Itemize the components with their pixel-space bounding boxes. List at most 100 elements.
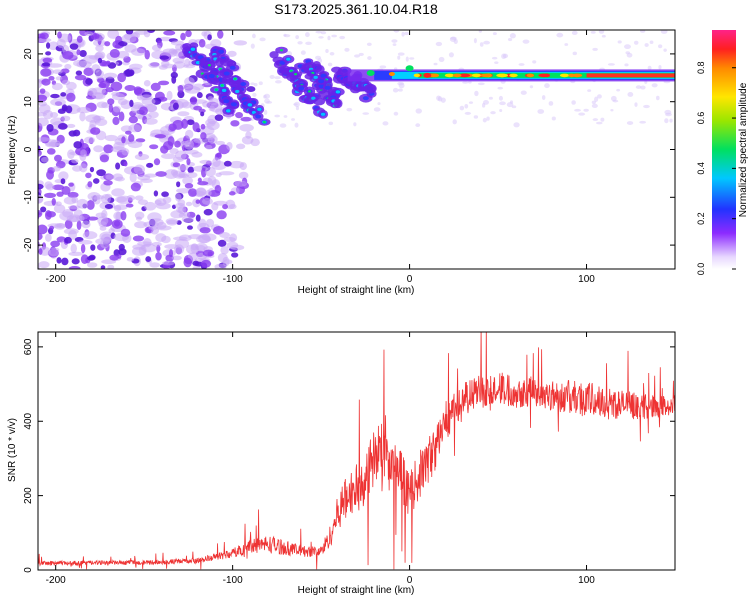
- spectrogram-cell: [205, 118, 216, 127]
- spectrogram-cell: [468, 101, 474, 104]
- spectrogram-cell: [318, 79, 325, 84]
- spectrogram-cell: [263, 94, 267, 99]
- spectrogram-cell: [187, 166, 195, 174]
- spectrogram-cell: [215, 140, 225, 146]
- line-hotspot: [559, 73, 570, 78]
- spectrogram-cell: [153, 190, 159, 197]
- spectrogram-cell: [49, 225, 55, 231]
- y-tick-label: -10: [23, 190, 34, 205]
- spectrogram-cell: [145, 256, 152, 263]
- spectrogram-y-ticks: -20 -10 0 10 20: [23, 48, 675, 252]
- spectrogram-cell: [117, 72, 127, 83]
- spectrogram-cell: [379, 65, 387, 69]
- spectrogram-cell: [391, 39, 398, 43]
- spectrogram-cell: [157, 80, 170, 86]
- spectrogram-cell: [76, 35, 83, 43]
- spectrogram-cell: [499, 101, 506, 106]
- spectrogram-cell: [112, 105, 122, 113]
- spectrogram-cell: [275, 80, 282, 84]
- spectrogram-cell: [141, 97, 156, 106]
- spectrogram-cell: [44, 192, 57, 198]
- spectrogram-cell: [149, 144, 159, 150]
- spectrogram-cell: [86, 262, 98, 268]
- spectrogram-cell: [117, 50, 130, 59]
- spectrogram-cell: [145, 104, 157, 113]
- spectrogram-cell: [52, 165, 61, 172]
- spectrogram-cell: [104, 41, 111, 47]
- spectrogram-cell: [71, 158, 79, 164]
- line-hotspot: [428, 73, 439, 78]
- spectrogram-cell: [53, 204, 66, 214]
- spectrogram-cell: [174, 244, 185, 255]
- spectrogram-cell: [60, 178, 66, 185]
- spectrogram-cell: [94, 52, 104, 61]
- spectrogram-cell: [640, 85, 646, 90]
- spectrogram-cell: [208, 74, 215, 79]
- spectrogram-cell: [181, 216, 194, 223]
- spectrogram-cell: [129, 172, 137, 183]
- spectrogram-cell: [38, 137, 51, 142]
- spectrogram-cell: [262, 120, 266, 124]
- spectrogram-cell: [511, 105, 517, 109]
- spectrogram-cell: [240, 81, 247, 86]
- spectrogram-cell: [155, 171, 167, 177]
- spectrogram-cell: [66, 92, 76, 103]
- spectrogram-cell: [571, 30, 578, 35]
- spectrogram-cell: [172, 57, 185, 64]
- spectrogram-cell: [124, 85, 136, 91]
- spectrogram-cell: [176, 207, 185, 213]
- spectrogram-cell: [571, 100, 576, 105]
- spectrogram-cell: [252, 92, 257, 97]
- spectrogram-cell: [150, 82, 161, 92]
- x-tick-label: -200: [46, 575, 66, 586]
- spectrogram-cell: [240, 116, 252, 122]
- spectrogram-cell: [483, 40, 490, 45]
- spectrogram-cell: [95, 44, 104, 52]
- spectrogram-cell: [537, 109, 545, 114]
- spectrogram-cell: [474, 90, 479, 97]
- spectrogram-cell: [40, 206, 47, 213]
- spectrogram-cell: [216, 152, 222, 158]
- spectrogram-cell: [382, 121, 389, 126]
- spectrogram-cell: [171, 75, 177, 84]
- colorbar-tick-label: 0.6: [696, 112, 706, 125]
- spectrogram-cell: [204, 166, 216, 177]
- spectrogram-cell: [269, 51, 279, 59]
- spectrogram-cell: [177, 90, 185, 99]
- spectrogram-cell: [185, 201, 193, 207]
- spectrogram-cell: [409, 57, 415, 60]
- spectrogram-cell: [97, 57, 103, 64]
- spectrogram-cell: [99, 154, 109, 163]
- spectrogram-cell: [392, 87, 399, 93]
- spectrogram-cell: [105, 60, 111, 66]
- spectrogram-cell: [46, 148, 56, 155]
- spectrogram-cell: [200, 111, 205, 117]
- spectrogram-cell: [50, 98, 66, 106]
- spectrogram-cell: [462, 81, 469, 84]
- spectrogram-cell: [507, 37, 513, 42]
- spectrogram-cell: [291, 118, 296, 121]
- x-tick-label: 0: [407, 575, 413, 586]
- spectrogram-cell: [108, 228, 115, 234]
- spectrogram-cell: [235, 112, 243, 119]
- spectrogram-cell: [45, 42, 51, 49]
- spectrogram-cell: [207, 64, 211, 67]
- spectrogram-cell: [38, 94, 48, 102]
- spectrogram-cell: [214, 114, 224, 122]
- spectrogram-cell: [198, 218, 207, 229]
- y-tick-label: 10: [23, 96, 34, 108]
- spectrogram-cell: [492, 32, 497, 36]
- spectrogram-cell: [464, 111, 472, 115]
- spectrogram-cell: [227, 50, 237, 57]
- spectrogram-cell: [46, 211, 56, 218]
- spectrogram-cell: [56, 191, 64, 197]
- spectrogram-cell: [115, 162, 121, 170]
- colorbar-gradient: [712, 30, 736, 269]
- spectrogram-cell: [83, 136, 96, 144]
- snr-panel: -200 -100 0 100 0 200 400 600 Height of straig…: [7, 331, 676, 596]
- spectrogram-cell: [38, 112, 47, 117]
- spectrogram-cell: [168, 249, 173, 257]
- spectrogram-cell: [196, 235, 212, 244]
- spectrogram-cell: [205, 144, 213, 150]
- spectrogram-cell: [207, 34, 212, 41]
